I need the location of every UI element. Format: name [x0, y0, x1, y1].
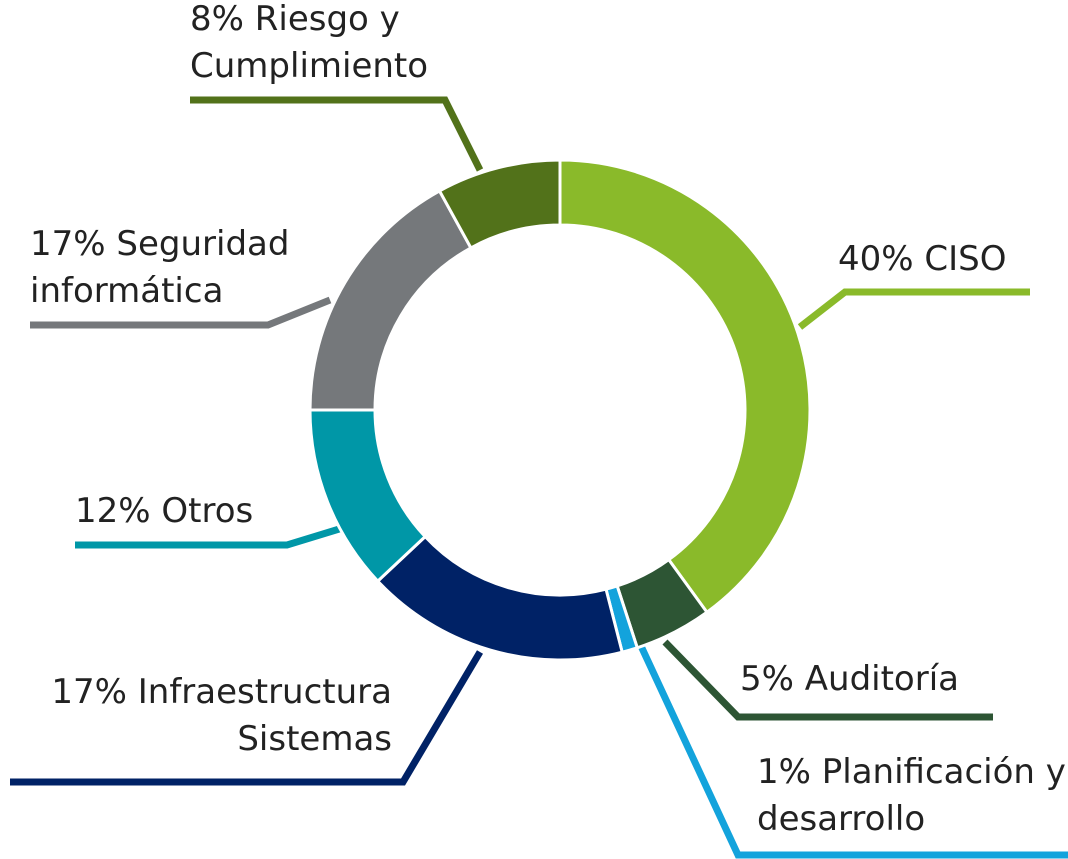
slice-label: 17% Seguridad informática — [30, 221, 330, 315]
slice-label: 8% Riesgo y Cumplimiento — [190, 0, 465, 90]
leader-line — [611, 588, 1068, 859]
leader-line — [662, 639, 993, 721]
category-label: Otros — [161, 491, 254, 531]
leader-line — [190, 96, 484, 172]
slice-label: 1% Planificación y desarrollo — [757, 749, 1068, 843]
category-label: Planificación y desarrollo — [757, 752, 1066, 839]
leader-line — [30, 296, 332, 329]
value-label: 1% — [757, 752, 811, 792]
donut-slice — [558, 158, 812, 615]
leader-line — [10, 650, 484, 786]
slice-label: 5% Auditoría — [740, 656, 1000, 703]
category-label: CISO — [924, 239, 1007, 279]
value-label: 40% — [838, 239, 914, 279]
value-label: 17% — [51, 672, 127, 712]
donut-slice — [375, 534, 624, 662]
value-label: 17% — [30, 224, 106, 264]
category-label: Seguridad informática — [30, 224, 290, 311]
category-label: Riesgo y Cumplimiento — [190, 0, 429, 86]
donut-slice — [308, 188, 473, 412]
value-label: 12% — [75, 491, 151, 531]
category-label: Auditoría — [804, 659, 959, 699]
slice-label: 40% CISO — [838, 236, 1068, 283]
donut-slice — [437, 158, 562, 250]
leader-line — [797, 288, 1030, 330]
value-label: 8% — [190, 0, 244, 39]
category-label: Infraestructura Sistemas — [137, 672, 392, 759]
slice-label: 12% Otros — [75, 488, 335, 535]
slice-label: 17% Infraestructura Sistemas — [0, 669, 392, 763]
value-label: 5% — [740, 659, 794, 699]
